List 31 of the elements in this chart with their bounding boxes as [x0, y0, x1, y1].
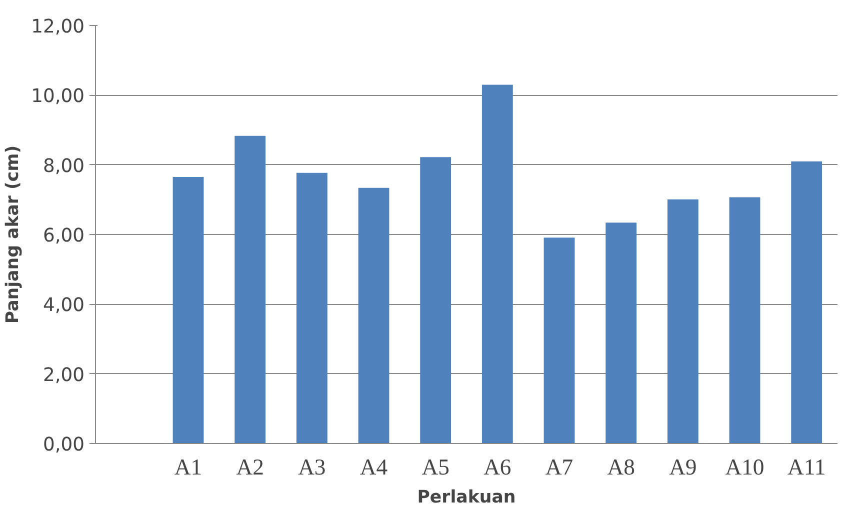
x-tick-label: A1 — [174, 454, 202, 480]
y-tick-label: 10,00 — [31, 86, 85, 108]
y-tick-label: 4,00 — [42, 295, 85, 316]
bar — [358, 188, 390, 444]
y-tick-label: 6,00 — [42, 226, 85, 246]
x-tick-label: A11 — [787, 454, 826, 480]
x-tick-label: A8 — [607, 454, 635, 480]
bar — [482, 84, 513, 444]
y-axis-title: Panjang akar (cm) — [3, 145, 24, 324]
x-tick-label: A6 — [484, 454, 512, 480]
bar — [420, 157, 452, 444]
y-tick-label: 2,00 — [42, 364, 85, 386]
x-tick-label: A3 — [298, 454, 326, 480]
x-tick-label: A5 — [422, 454, 450, 480]
bar — [172, 177, 204, 444]
x-tick-label: A9 — [669, 454, 697, 480]
bar — [791, 161, 822, 444]
y-tick-label: 12,00 — [31, 16, 85, 38]
x-tick-label: A2 — [236, 454, 264, 480]
x-tick-label: A10 — [725, 454, 764, 480]
x-tick-label: A7 — [545, 454, 574, 480]
bar — [606, 222, 637, 444]
bar — [729, 197, 760, 444]
bar — [296, 172, 328, 444]
bar — [667, 199, 698, 444]
x-axis-title: Perlakuan — [417, 488, 516, 508]
bar — [544, 238, 575, 444]
x-tick-label: A4 — [360, 454, 388, 480]
y-tick-label: 0,00 — [42, 434, 85, 456]
y-tick-label: 8,00 — [42, 156, 85, 177]
bar — [234, 136, 266, 444]
